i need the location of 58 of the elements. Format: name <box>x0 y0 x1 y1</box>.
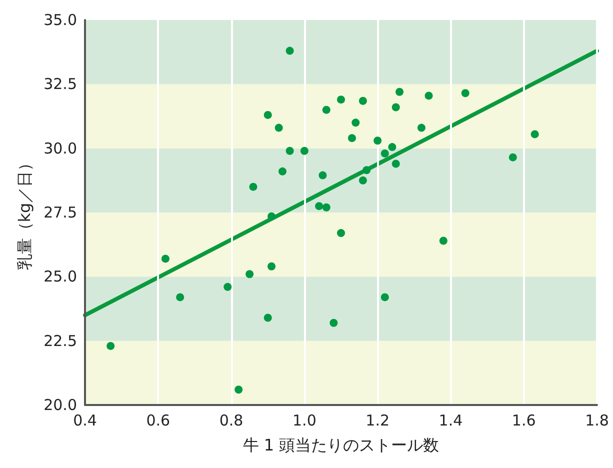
point <box>388 143 396 152</box>
x-tick-label: 0.6 <box>146 412 170 430</box>
y-tick-label: 30.0 <box>44 139 77 158</box>
x-tick-label: 1.8 <box>585 412 609 430</box>
point <box>439 236 448 245</box>
y-axis-title: 乳量（kg／日） <box>15 154 34 270</box>
point <box>392 160 400 168</box>
point <box>396 88 404 96</box>
point <box>318 171 327 180</box>
point <box>380 149 389 158</box>
point <box>268 212 276 220</box>
point <box>161 254 170 263</box>
point <box>374 136 382 145</box>
y-tick-label: 20.0 <box>44 396 77 414</box>
point <box>508 153 517 162</box>
point <box>286 146 294 155</box>
point <box>249 182 258 191</box>
point <box>176 293 184 302</box>
point <box>286 46 294 55</box>
point <box>224 282 232 291</box>
point <box>264 110 272 119</box>
x-tick-label: 1.4 <box>438 412 463 430</box>
point <box>246 270 254 278</box>
x-tick-label: 0.8 <box>219 412 244 430</box>
point <box>268 262 276 270</box>
y-tick-label: 22.5 <box>44 332 77 350</box>
x-tick-label: 0.4 <box>73 412 97 430</box>
point <box>330 318 338 327</box>
x-tick-label: 1.2 <box>366 412 390 430</box>
point <box>300 146 308 155</box>
point <box>274 124 283 132</box>
x-tick-label: 1.6 <box>512 412 536 430</box>
point <box>106 342 115 350</box>
point <box>264 314 272 322</box>
point <box>530 130 539 138</box>
point <box>424 92 433 100</box>
point <box>315 202 324 210</box>
point <box>362 166 371 174</box>
point <box>234 386 243 394</box>
y-tick-label: 35.0 <box>44 11 77 29</box>
point <box>322 203 330 212</box>
point <box>337 96 345 104</box>
x-tick-label: 1.0 <box>292 412 316 430</box>
y-tick-label: 25.0 <box>44 268 77 286</box>
point <box>352 118 360 127</box>
point <box>358 96 367 105</box>
y-tick-label: 32.5 <box>44 75 77 94</box>
point <box>358 176 367 184</box>
point <box>417 124 426 132</box>
point <box>461 89 470 98</box>
point <box>337 229 345 238</box>
x-axis-title: 牛 1 頭当たりのストール数 <box>242 436 440 454</box>
y-tick-label: 27.5 <box>44 204 77 222</box>
point <box>322 106 330 114</box>
point <box>392 103 400 112</box>
point <box>278 167 286 176</box>
point <box>348 134 356 142</box>
point <box>380 293 389 302</box>
